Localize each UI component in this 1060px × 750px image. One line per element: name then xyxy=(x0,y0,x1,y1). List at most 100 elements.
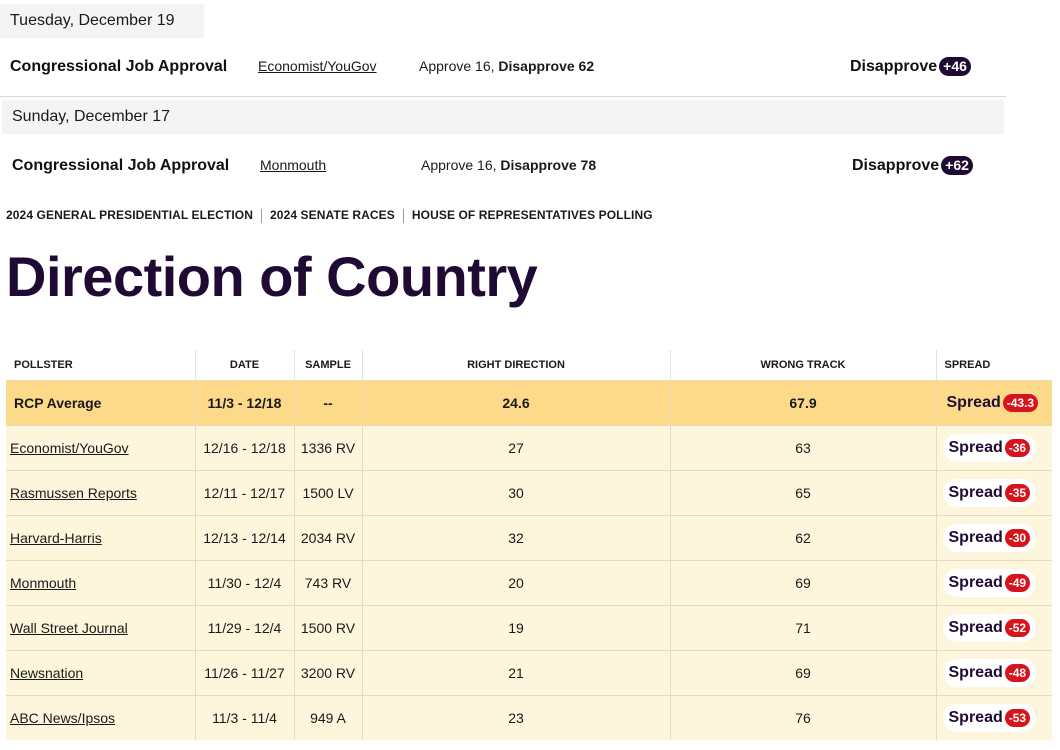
row-right-direction: 30 xyxy=(361,470,670,516)
disapprove-value: Disapprove 78 xyxy=(500,157,597,173)
race-name: Congressional Job Approval xyxy=(10,58,228,75)
row-sample: 743 RV xyxy=(293,560,362,606)
avg-date: 11/3 - 12/18 xyxy=(194,380,294,426)
table-row: Monmouth 11/30 - 12/4 743 RV 20 69 Sprea… xyxy=(6,560,1052,606)
spread-label: Spread xyxy=(948,619,1003,636)
row-spread: Spread -36 xyxy=(935,425,1052,471)
approve-value: Approve 16, xyxy=(419,58,495,74)
avg-sample: -- xyxy=(293,380,362,426)
row-pollster: Monmouth xyxy=(6,560,195,606)
spread-label: Spread xyxy=(948,664,1003,681)
row-pollster: Economist/YouGov xyxy=(6,425,195,471)
section-nav: 2024 GENERAL PRESIDENTIAL ELECTION 2024 S… xyxy=(6,208,653,223)
row-date: 11/30 - 12/4 xyxy=(194,560,294,606)
day-header: Tuesday, December 19 xyxy=(0,4,204,38)
spread-label: Spread xyxy=(948,529,1003,546)
spread-label: Spread xyxy=(946,394,1001,411)
spread-badge: -52 xyxy=(1004,618,1031,637)
pollster-link[interactable]: Newsnation xyxy=(10,665,84,681)
divider xyxy=(0,96,1006,97)
poll-rows: Economist/YouGov 12/16 - 12/18 1336 RV 2… xyxy=(6,425,1052,740)
row-sample: 1500 LV xyxy=(293,470,362,516)
nav-link-presidential[interactable]: 2024 GENERAL PRESIDENTIAL ELECTION xyxy=(6,208,254,222)
row-date: 11/3 - 11/4 xyxy=(194,695,294,740)
spread-box: Spread -43.3 xyxy=(943,389,1045,417)
spread-box: Spread -49 xyxy=(942,569,1037,597)
pollster-link[interactable]: Monmouth xyxy=(260,157,327,173)
page-title: Direction of Country xyxy=(6,245,538,308)
winner-text: Disapprove xyxy=(852,157,940,174)
header-right-direction: RIGHT DIRECTION xyxy=(361,350,670,381)
pollster-link[interactable]: Economist/YouGov xyxy=(258,58,377,74)
row-right-direction: 19 xyxy=(361,605,670,651)
day-header: Sunday, December 17 xyxy=(2,100,1004,134)
nav-link-senate[interactable]: 2024 SENATE RACES xyxy=(270,208,395,222)
row-sample: 1336 RV xyxy=(293,425,362,471)
pollster-link[interactable]: Wall Street Journal xyxy=(10,620,128,636)
spread-badge: -53 xyxy=(1004,708,1031,727)
row-right-direction: 21 xyxy=(361,650,670,696)
rcp-average-row: RCP Average 11/3 - 12/18 -- 24.6 67.9 Sp… xyxy=(6,380,1052,426)
spread-badge: -43.3 xyxy=(1002,393,1039,412)
margin-badge: +62 xyxy=(941,156,973,175)
row-date: 11/29 - 12/4 xyxy=(194,605,294,651)
row-spread: Spread -53 xyxy=(935,695,1052,740)
pollster-link[interactable]: ABC News/Ipsos xyxy=(10,710,116,726)
row-wrong-track: 71 xyxy=(669,605,936,651)
row-spread: Spread -49 xyxy=(935,560,1052,606)
row-pollster: Harvard-Harris xyxy=(6,515,195,561)
disapprove-value: Disapprove 62 xyxy=(498,58,595,74)
row-date: 12/13 - 12/14 xyxy=(194,515,294,561)
row-wrong-track: 69 xyxy=(669,650,936,696)
row-pollster: Newsnation xyxy=(6,650,195,696)
spread-badge: -48 xyxy=(1004,663,1031,682)
spread-label: Spread xyxy=(948,574,1003,591)
poll-result: Approve 16, Disapprove 62 xyxy=(419,58,594,74)
row-spread: Spread -48 xyxy=(935,650,1052,696)
avg-right-direction: 24.6 xyxy=(361,380,670,426)
avg-wrong-track: 67.9 xyxy=(669,380,936,426)
table-header-row: POLLSTER DATE SAMPLE RIGHT DIRECTION WRO… xyxy=(6,350,1052,381)
avg-spread: Spread -43.3 xyxy=(935,380,1052,426)
table-row: Newsnation 11/26 - 11/27 3200 RV 21 69 S… xyxy=(6,650,1052,696)
polls-table: POLLSTER DATE SAMPLE RIGHT DIRECTION WRO… xyxy=(6,350,1052,740)
header-wrong-track: WRONG TRACK xyxy=(669,350,936,381)
row-wrong-track: 65 xyxy=(669,470,936,516)
row-date: 11/26 - 11/27 xyxy=(194,650,294,696)
table-row: Harvard-Harris 12/13 - 12/14 2034 RV 32 … xyxy=(6,515,1052,561)
spread-badge: -35 xyxy=(1004,483,1031,502)
race-name: Congressional Job Approval xyxy=(12,157,230,174)
spread-box: Spread -30 xyxy=(942,524,1037,552)
nav-link-house[interactable]: HOUSE OF REPRESENTATIVES POLLING xyxy=(411,208,653,222)
table-row: Economist/YouGov 12/16 - 12/18 1336 RV 2… xyxy=(6,425,1052,471)
table-row: ABC News/Ipsos 11/3 - 11/4 949 A 23 76 S… xyxy=(6,695,1052,740)
pollster-link[interactable]: Rasmussen Reports xyxy=(10,485,137,501)
header-sample: SAMPLE xyxy=(293,350,362,381)
row-sample: 949 A xyxy=(293,695,362,740)
pollster-link[interactable]: Economist/YouGov xyxy=(10,440,129,456)
header-spread: SPREAD xyxy=(935,350,1052,381)
pollster-link[interactable]: Harvard-Harris xyxy=(10,530,102,546)
spread-label: Spread xyxy=(948,484,1003,501)
spread-box: Spread -53 xyxy=(942,704,1037,732)
table-row: Wall Street Journal 11/29 - 12/4 1500 RV… xyxy=(6,605,1052,651)
row-pollster: Rasmussen Reports xyxy=(6,470,195,516)
winner-label: Disapprove +62 xyxy=(852,156,973,175)
poll-result-row: Congressional Job Approval Monmouth Appr… xyxy=(0,136,1006,192)
nav-separator xyxy=(402,208,404,223)
row-right-direction: 27 xyxy=(361,425,670,471)
spread-box: Spread -35 xyxy=(942,479,1037,507)
row-date: 12/16 - 12/18 xyxy=(194,425,294,471)
winner-label: Disapprove +46 xyxy=(850,57,971,76)
row-wrong-track: 69 xyxy=(669,560,936,606)
poll-result: Approve 16, Disapprove 78 xyxy=(421,157,596,173)
winner-text: Disapprove xyxy=(850,58,938,75)
row-pollster: ABC News/Ipsos xyxy=(6,695,195,740)
row-pollster: Wall Street Journal xyxy=(6,605,195,651)
spread-badge: -49 xyxy=(1004,573,1031,592)
table-row: Rasmussen Reports 12/11 - 12/17 1500 LV … xyxy=(6,470,1052,516)
margin-badge: +46 xyxy=(939,57,971,76)
pollster-link[interactable]: Monmouth xyxy=(10,575,77,591)
spread-box: Spread -36 xyxy=(942,434,1037,462)
spread-badge: -36 xyxy=(1004,438,1031,457)
